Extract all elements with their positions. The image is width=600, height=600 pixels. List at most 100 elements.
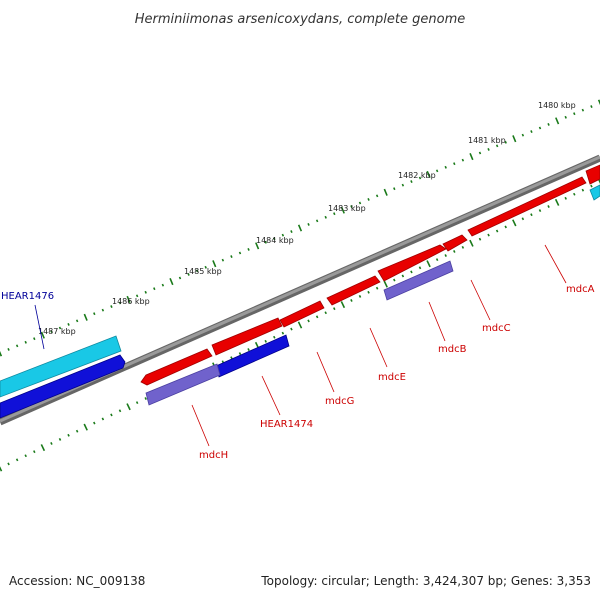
outer-tick-mark	[101, 308, 105, 312]
gene-label-HEAR1474: HEAR1474	[260, 419, 313, 430]
inner-tick-mark	[469, 239, 474, 247]
inner-tick-mark	[547, 205, 550, 208]
outer-tick-mark	[24, 340, 27, 344]
inner-tick-mark	[118, 409, 122, 413]
outer-tick-mark	[340, 206, 345, 214]
outer-tick-mark	[350, 205, 353, 208]
topology-summary-text: Topology: circular; Length: 3,424,307 bp…	[261, 574, 591, 588]
tick-labels: 1480 kbp 1481 kbp 1482 kbp 1483 kbp 1484…	[38, 101, 576, 336]
inner-tick-mark	[15, 458, 19, 462]
outer-tick-mark	[393, 187, 396, 191]
inner-tick-mark	[281, 331, 285, 335]
outer-tick-mark	[512, 135, 517, 143]
outer-tick-mark	[264, 240, 267, 244]
forward-strand-genes	[140, 164, 600, 386]
outer-tick-mark	[495, 144, 499, 148]
gene-label-mdcE: mdcE	[378, 372, 406, 383]
gene-mdcB-reverse-feature	[383, 260, 454, 301]
inner-tick-mark	[7, 462, 10, 466]
inner-tick-mark	[83, 423, 88, 431]
outer-tick-mark	[230, 255, 233, 258]
outer-tick-mark	[401, 183, 405, 187]
outer-tick-mark	[358, 201, 362, 205]
tick-label-1485: 1485 kbp	[184, 267, 222, 276]
outer-tick-mark	[50, 330, 53, 333]
outer-tick-mark	[597, 99, 600, 106]
inner-tick-mark	[495, 229, 499, 233]
inner-tick-mark	[230, 356, 233, 360]
inner-tick-mark	[247, 348, 250, 351]
outer-tick-mark	[418, 176, 422, 180]
gene-label-HEAR1476: HEAR1476	[1, 291, 54, 302]
tick-label-1480: 1480 kbp	[538, 101, 576, 110]
outer-tick-mark	[212, 260, 217, 268]
inner-tick-mark	[375, 286, 379, 290]
outer-tick-mark	[33, 337, 36, 341]
inner-tick-mark	[264, 339, 267, 343]
outer-tick-mark	[67, 323, 70, 326]
inner-tick-mark	[478, 237, 482, 241]
gene-mdcB-feature	[377, 244, 447, 282]
outer-tick-mark	[444, 165, 447, 169]
gene-label-mdcH: mdcH	[199, 450, 228, 461]
outer-tick-mark	[204, 265, 207, 269]
gene-mdcH-feature	[140, 348, 213, 386]
outer-tick-mark	[461, 158, 465, 162]
outer-tick-mark	[487, 148, 490, 151]
outer-tick-mark	[504, 140, 507, 144]
outer-tick-mark	[178, 276, 182, 280]
inner-tick-mark	[24, 454, 27, 458]
inner-tick-mark	[504, 225, 507, 229]
outer-tick-mark	[573, 112, 576, 116]
inner-tick-mark	[521, 217, 525, 221]
inner-tick-mark	[33, 450, 36, 454]
inner-tick-mark	[461, 245, 465, 249]
outer-tick-mark	[410, 180, 413, 183]
inner-tick-mark	[315, 315, 319, 319]
gene-label-mdcB: mdcB	[438, 344, 467, 355]
inner-tick-mark	[340, 301, 346, 309]
inner-tick-mark	[435, 258, 439, 262]
inner-tick-mark	[410, 270, 413, 274]
outer-tick-mark	[273, 237, 276, 241]
outer-tick-mark	[15, 344, 19, 348]
inner-tick-mark	[581, 188, 585, 192]
outer-tick-mark	[153, 287, 156, 291]
outer-tick-mark	[144, 290, 147, 294]
inner-tick-mark	[590, 184, 593, 188]
outer-tick-mark	[538, 126, 542, 130]
gene-mdcC-feature	[442, 234, 468, 252]
inner-tick-mark	[290, 327, 293, 331]
gene-mdcH-reverse-feature	[145, 363, 221, 406]
backbone	[0, 154, 600, 426]
inner-tick-mark	[40, 444, 46, 452]
gene-mdcA-feature-part	[585, 164, 600, 185]
outer-tick-mark	[530, 130, 533, 133]
gene-HEAR1475-reverse-feature	[0, 354, 126, 419]
gene-labels: mdcA mdcC mdcB mdcE mdcG HEAR1474 mdcH H…	[1, 284, 595, 461]
outer-tick-mark	[290, 230, 293, 233]
inner-tick-mark	[50, 442, 53, 445]
outer-tick-mark	[83, 313, 88, 321]
outer-tick-mark	[297, 224, 303, 232]
outer-tick-mark	[221, 258, 225, 262]
gene-label-mdcA: mdcA	[566, 284, 595, 295]
outer-tick-mark	[453, 162, 456, 166]
inner-tick-mark	[426, 260, 431, 268]
outer-tick-mark	[58, 326, 62, 330]
inner-tick-mark	[238, 352, 242, 356]
outer-tick-mark	[75, 319, 79, 323]
outer-tick-mark	[135, 294, 139, 298]
inner-tick-mark	[350, 299, 353, 302]
outer-tick-mark	[40, 331, 45, 339]
gene-HEAR1474-feature	[211, 317, 283, 356]
outer-tick-mark	[547, 123, 550, 126]
outer-tick-mark	[169, 278, 174, 286]
inner-tick-mark	[333, 307, 336, 311]
outer-tick-mark	[281, 233, 285, 237]
inner-tick-mark	[135, 401, 139, 405]
inner-tick-mark	[383, 280, 388, 288]
outer-tick-mark	[581, 108, 585, 112]
gene-label-lines	[34, 244, 567, 447]
outer-tick-mark	[93, 312, 96, 316]
